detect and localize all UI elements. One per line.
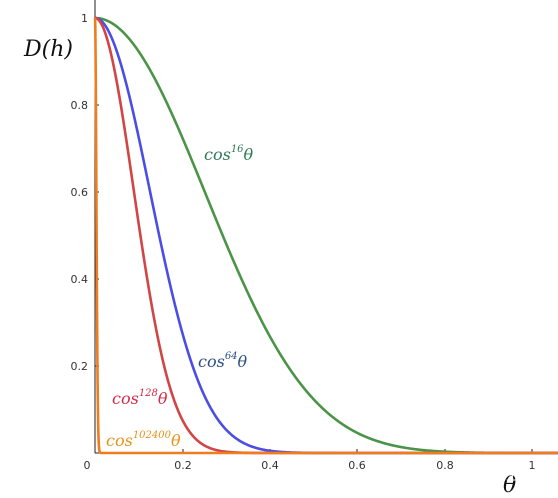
x-axis-title: θ — [503, 473, 516, 498]
x-ticks: 0 0.2 0.4 0.6 0.8 1 — [84, 449, 536, 472]
curve-label-cos16: cos16θ — [204, 144, 254, 164]
series-line-cos128 — [94, 16, 558, 455]
curve-label-exponent: 64 — [225, 351, 238, 362]
curve-label-cos102400: cos102400θ — [106, 430, 181, 450]
curve-label-base: cos — [112, 389, 139, 408]
curve-label-cos64: cos64θ — [198, 351, 248, 371]
y-ticks: 0.2 0.4 0.6 0.8 1 — [71, 12, 99, 373]
y-tick-label: 1 — [81, 12, 88, 25]
y-tick-label: 0.6 — [71, 186, 89, 199]
y-tick-label: 0.4 — [71, 273, 89, 286]
curve-label-base: cos — [106, 431, 133, 450]
curve-label-theta: θ — [238, 352, 248, 371]
curve-label-exponent: 128 — [139, 388, 158, 399]
watermark-text: 知乎 @王江荣 — [463, 468, 545, 484]
curve-label-theta: θ — [158, 389, 168, 408]
curve-label-exponent: 102400 — [133, 430, 172, 441]
curve-label-theta: θ — [244, 145, 254, 164]
y-tick-label: 0.2 — [71, 360, 89, 373]
curve-label-theta: θ — [171, 431, 181, 450]
series-group — [93, 16, 558, 455]
x-tick-label: 1 — [529, 459, 536, 472]
series-line-cos16 — [94, 16, 558, 455]
curve-label-cos128: cos128θ — [112, 388, 168, 408]
y-tick-label: 0.8 — [71, 99, 89, 112]
x-tick-label: 0.2 — [174, 459, 192, 472]
series-line-cos64 — [94, 16, 558, 455]
series-line-cos102400 — [93, 17, 558, 455]
x-tick-label: 0 — [84, 459, 91, 472]
curve-label-base: cos — [204, 145, 231, 164]
curve-label-base: cos — [198, 352, 225, 371]
x-tick-label: 0.4 — [261, 459, 279, 472]
x-tick-label: 0.8 — [436, 459, 454, 472]
y-axis-title: D(h) — [23, 37, 73, 62]
x-tick-label: 0.6 — [348, 459, 366, 472]
curve-label-exponent: 16 — [231, 144, 244, 155]
